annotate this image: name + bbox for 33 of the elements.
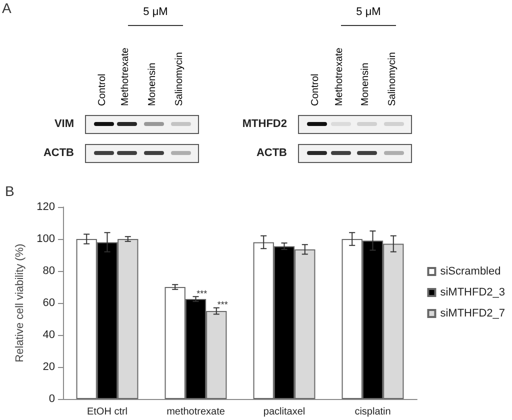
y-axis-title: Relative cell viability (%): [14, 244, 26, 362]
y-tick-label: 60: [42, 297, 55, 309]
legend-label: siScrambled: [440, 266, 501, 278]
y-tick-label: 20: [42, 361, 55, 373]
y-tick-label: 0: [48, 393, 55, 405]
text: Monensin: [147, 62, 159, 106]
text: A: [2, 0, 12, 16]
y-tick-label: 40: [42, 329, 55, 341]
text: Methotrexate: [120, 48, 132, 106]
x-tick-label: EtOH ctrl: [86, 406, 128, 418]
annotation: ***: [217, 300, 228, 310]
text: Control: [97, 74, 109, 106]
annotation: ***: [196, 288, 208, 298]
text: ACTB: [256, 147, 287, 159]
text: 5 μM: [142, 6, 169, 18]
y-tick-label: 120: [36, 201, 55, 213]
y-tick-label: 80: [42, 265, 55, 277]
x-tick-label: methotrexate: [166, 406, 226, 418]
text: Salinomycin: [174, 52, 186, 106]
x-tick-label: paclitaxel: [263, 406, 306, 418]
legend-label: siMTHFD2_3: [440, 286, 506, 298]
text: Control: [310, 74, 322, 106]
text: Methotrexate: [334, 48, 346, 106]
text: ACTB: [43, 147, 74, 159]
text: Monensin: [360, 62, 372, 106]
x-tick-label: cisplatin: [354, 406, 391, 418]
chart-title: B: [5, 183, 14, 199]
y-tick-label: 100: [36, 233, 55, 245]
text: Salinomycin: [387, 52, 399, 106]
text: 5 μM: [355, 6, 382, 18]
text: VIM: [54, 118, 74, 130]
legend-label: siMTHFD2_7: [440, 308, 506, 320]
text: MTHFD2: [242, 118, 287, 130]
